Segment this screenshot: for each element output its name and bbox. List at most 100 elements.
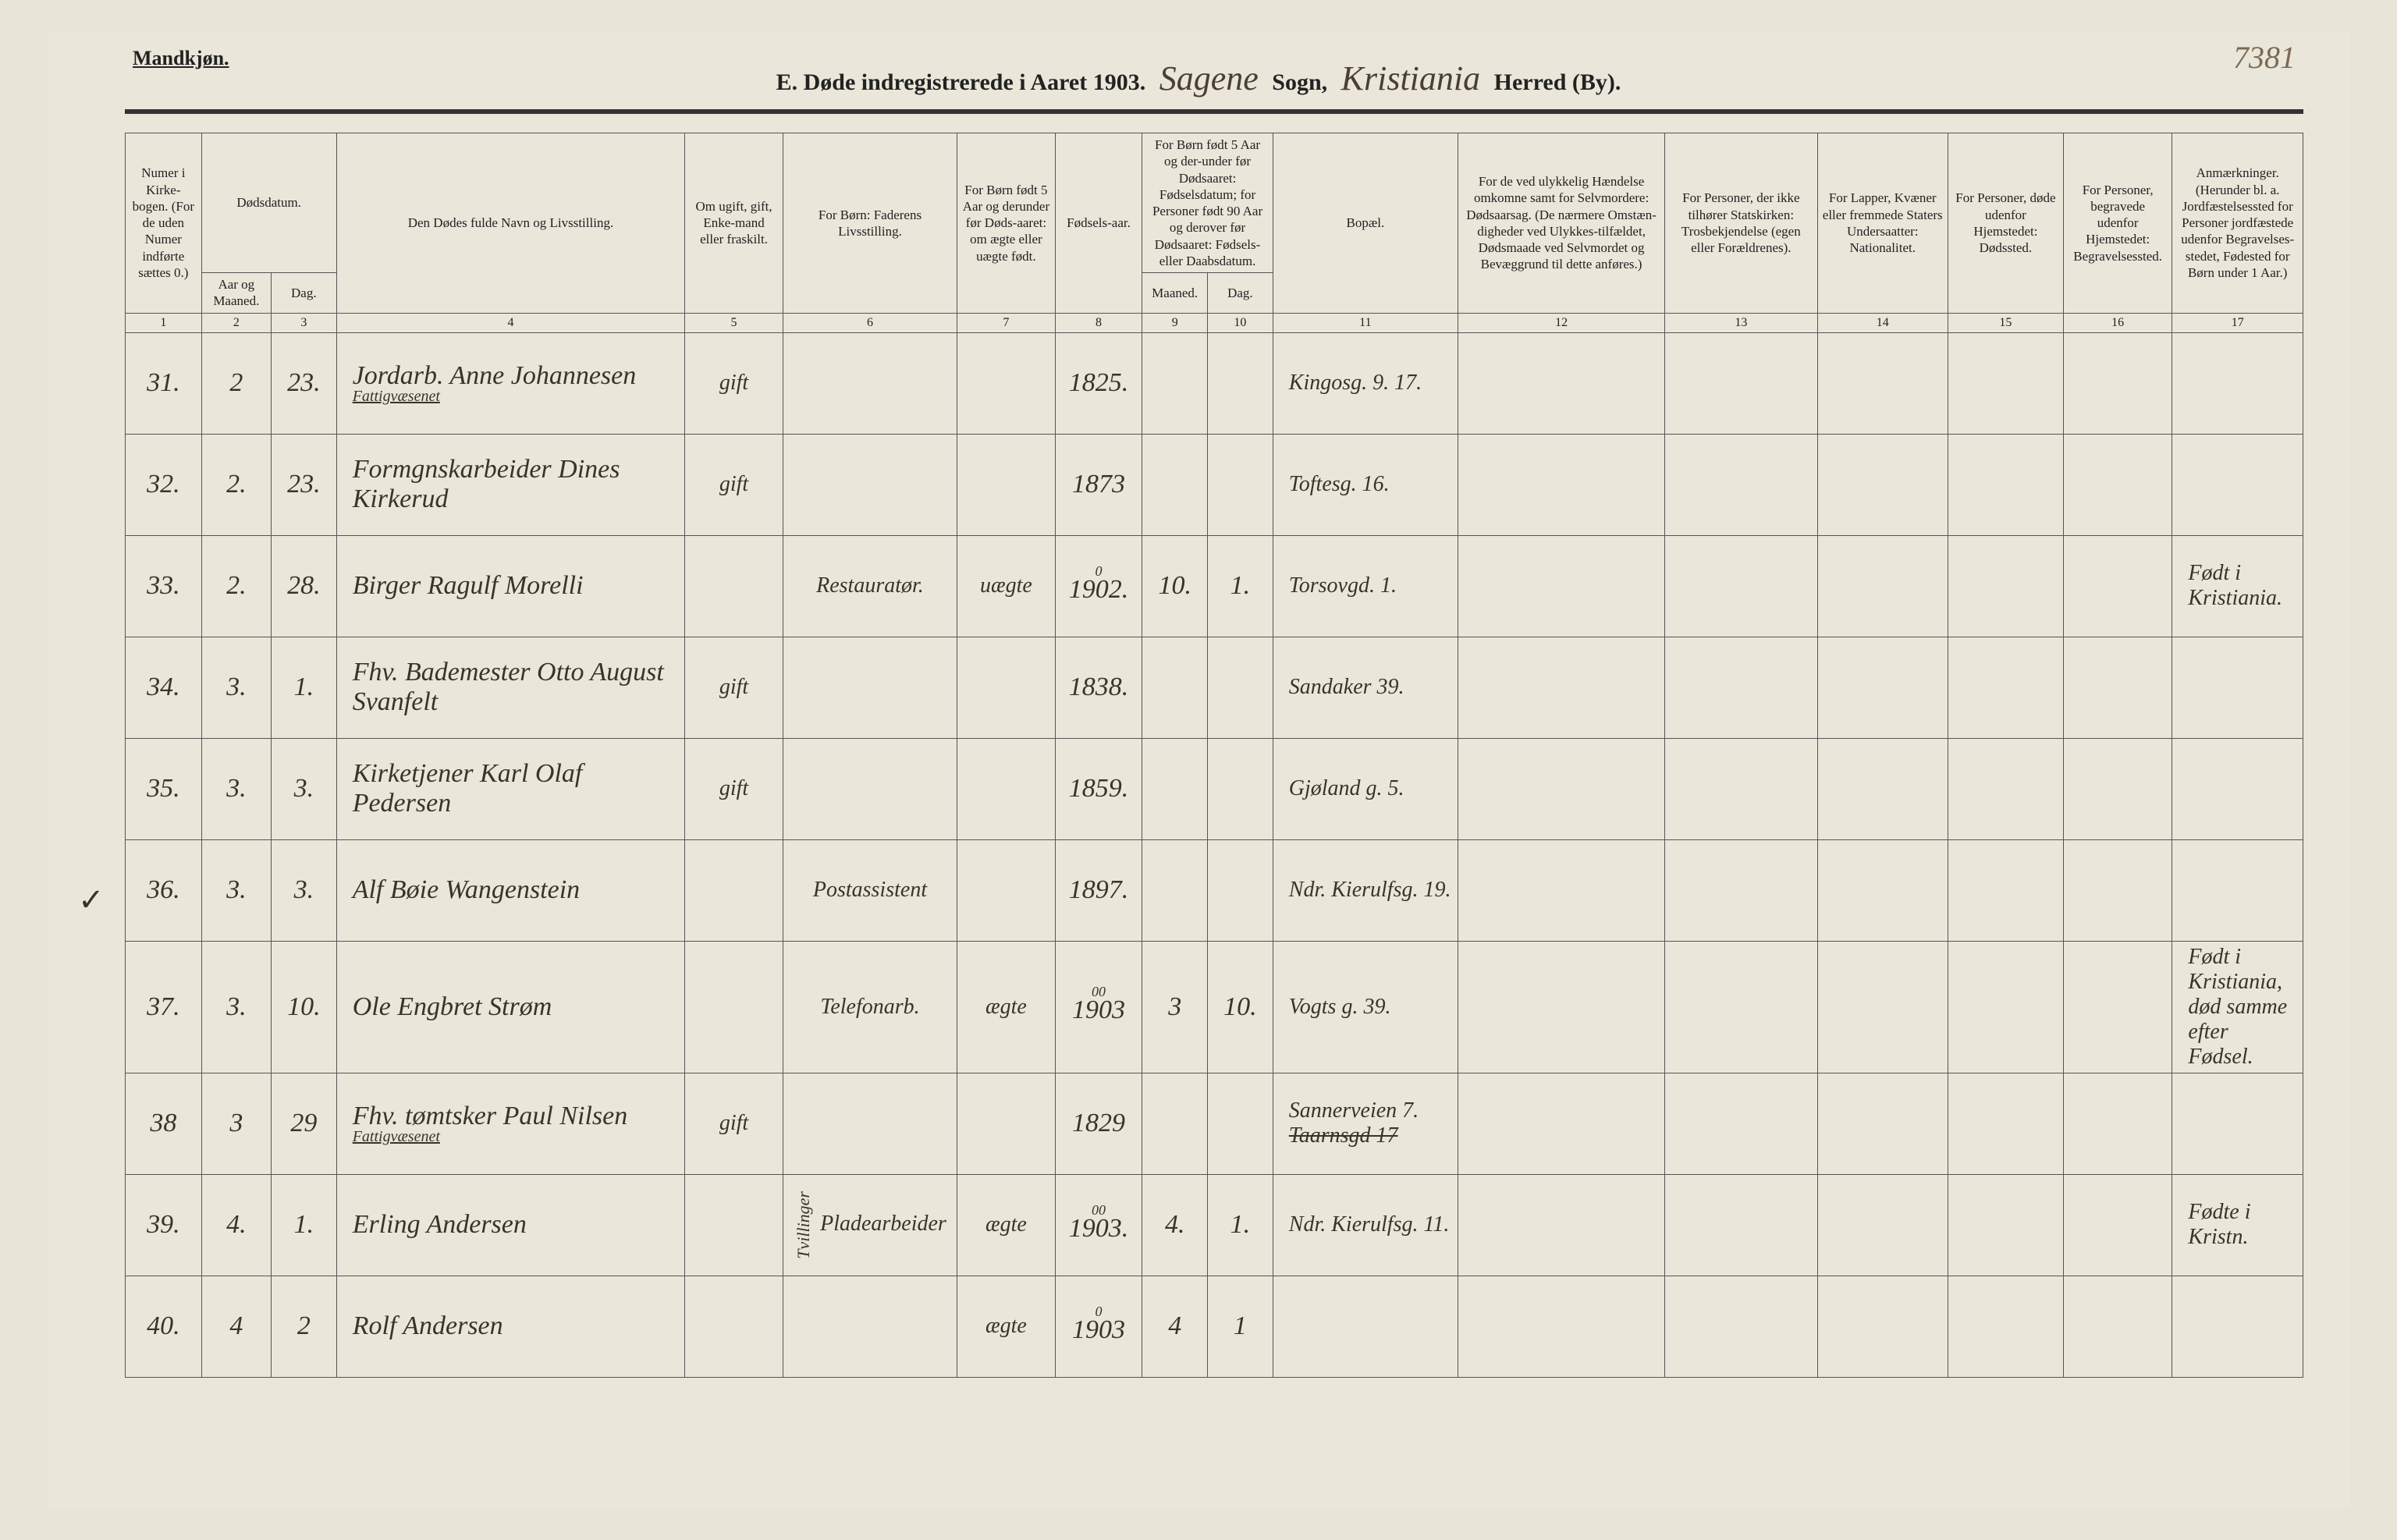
cell: [685, 1276, 783, 1377]
cell: Alf Bøie Wangenstein: [336, 839, 685, 941]
cell: [1208, 434, 1273, 535]
cell: [1458, 839, 1665, 941]
table-row: 34.3.1.Fhv. Bademester Otto August Svanf…: [126, 637, 2303, 738]
register-table-wrap: Numer i Kirke-bogen. (For de uden Numer …: [125, 133, 2303, 1462]
cell: [1948, 1276, 2063, 1377]
cell: [1948, 1073, 2063, 1174]
col-header-2-top: Dødsdatum.: [201, 133, 336, 273]
col-header-16: For Personer, begravede udenfor Hjemsted…: [2063, 133, 2172, 314]
cell: 34.: [126, 637, 202, 738]
cell: 28.: [271, 535, 336, 637]
herred-label: Herred (By).: [1494, 69, 1621, 95]
cell: 29: [271, 1073, 336, 1174]
cell: [1665, 1276, 1817, 1377]
column-numbers-row: 1234567891011121314151617: [126, 313, 2303, 332]
cell: [2063, 1073, 2172, 1174]
cell: 3.: [271, 738, 336, 839]
cell: [2063, 839, 2172, 941]
cell: [2172, 839, 2303, 941]
cell: Jordarb. Anne JohannesenFattigvæsenet: [336, 332, 685, 434]
cell: [957, 738, 1056, 839]
cell: [1208, 637, 1273, 738]
cell: gift: [685, 637, 783, 738]
cell: ægte: [957, 1174, 1056, 1276]
table-row: 32.2.23.Formgnskarbeider Dines Kirkerudg…: [126, 434, 2303, 535]
cell: [1948, 434, 2063, 535]
table-row: 38329Fhv. tømtsker Paul NilsenFattigvæse…: [126, 1073, 2303, 1174]
cell: [1817, 1174, 1948, 1276]
cell: 23.: [271, 434, 336, 535]
cell: [1665, 1073, 1817, 1174]
col-header-15: For Personer, døde udenfor Hjemstedet: D…: [1948, 133, 2063, 314]
cell: 1.: [271, 1174, 336, 1276]
column-number: 10: [1208, 313, 1273, 332]
cell: [957, 434, 1056, 535]
column-number: 7: [957, 313, 1056, 332]
sogn-label: Sogn,: [1272, 69, 1327, 95]
cell: Sannerveien 7.Taarnsgd 17: [1273, 1073, 1458, 1174]
col-header-9b: Dag.: [1208, 273, 1273, 314]
cell: [1208, 839, 1273, 941]
cell: [1665, 535, 1817, 637]
cell: [1458, 738, 1665, 839]
cell: Ndr. Kierulfsg. 19.: [1273, 839, 1458, 941]
cell: Toftesg. 16.: [1273, 434, 1458, 535]
cell: [957, 637, 1056, 738]
cell: Postassistent: [783, 839, 957, 941]
cell: [2063, 535, 2172, 637]
cell: [1817, 1276, 1948, 1377]
cell: [1458, 434, 1665, 535]
cell: [2172, 738, 2303, 839]
cell: [1817, 434, 1948, 535]
column-number: 16: [2063, 313, 2172, 332]
cell: 10.: [271, 941, 336, 1073]
cell: [1948, 637, 2063, 738]
cell: Født i Kristiania.: [2172, 535, 2303, 637]
cell: TvillingerPladearbeider: [783, 1174, 957, 1276]
cell: [1665, 1174, 1817, 1276]
cell: 01903: [1055, 1276, 1142, 1377]
cell: [1665, 637, 1817, 738]
cell: Rolf Andersen: [336, 1276, 685, 1377]
col-header-9-top: For Børn født 5 Aar og der-under før Død…: [1142, 133, 1273, 273]
cell: [1817, 839, 1948, 941]
cell: [2063, 332, 2172, 434]
cell: [1458, 637, 1665, 738]
cell: 3.: [201, 941, 271, 1073]
cell: [2063, 1276, 2172, 1377]
col-header-8: Fødsels-aar.: [1055, 133, 1142, 314]
cell: [2172, 1073, 2303, 1174]
col-header-14: For Lapper, Kvæner eller fremmede Stater…: [1817, 133, 1948, 314]
cell: [1817, 738, 1948, 839]
column-number: 15: [1948, 313, 2063, 332]
cell: [783, 1276, 957, 1377]
cell: gift: [685, 332, 783, 434]
col-header-12: For de ved ulykkelig Hændelse omkomne sa…: [1458, 133, 1665, 314]
column-number: 3: [271, 313, 336, 332]
col-header-13: For Personer, der ikke tilhører Statskir…: [1665, 133, 1817, 314]
cell: 3.: [271, 839, 336, 941]
cell: 2.: [201, 535, 271, 637]
table-row: 33.2.28.Birger Ragulf MorelliRestauratør…: [126, 535, 2303, 637]
cell: [783, 1073, 957, 1174]
cell: gift: [685, 434, 783, 535]
cell: Vogts g. 39.: [1273, 941, 1458, 1073]
cell: 3: [1142, 941, 1208, 1073]
table-row: 31.223.Jordarb. Anne JohannesenFattigvæs…: [126, 332, 2303, 434]
column-number: 14: [1817, 313, 1948, 332]
cell: 1.: [1208, 535, 1273, 637]
cell: 2: [271, 1276, 336, 1377]
cell: [957, 1073, 1056, 1174]
cell: 35.: [126, 738, 202, 839]
cell: ægte: [957, 1276, 1056, 1377]
cell: [685, 1174, 783, 1276]
cell: [1665, 332, 1817, 434]
cell: [1817, 535, 1948, 637]
cell: [1948, 535, 2063, 637]
cell: Født i Kristiania, død samme efter Fødse…: [2172, 941, 2303, 1073]
cell: 4.: [1142, 1174, 1208, 1276]
cell: [1458, 1276, 1665, 1377]
top-rule: [125, 109, 2303, 114]
cell: Torsovgd. 1.: [1273, 535, 1458, 637]
column-number: 4: [336, 313, 685, 332]
